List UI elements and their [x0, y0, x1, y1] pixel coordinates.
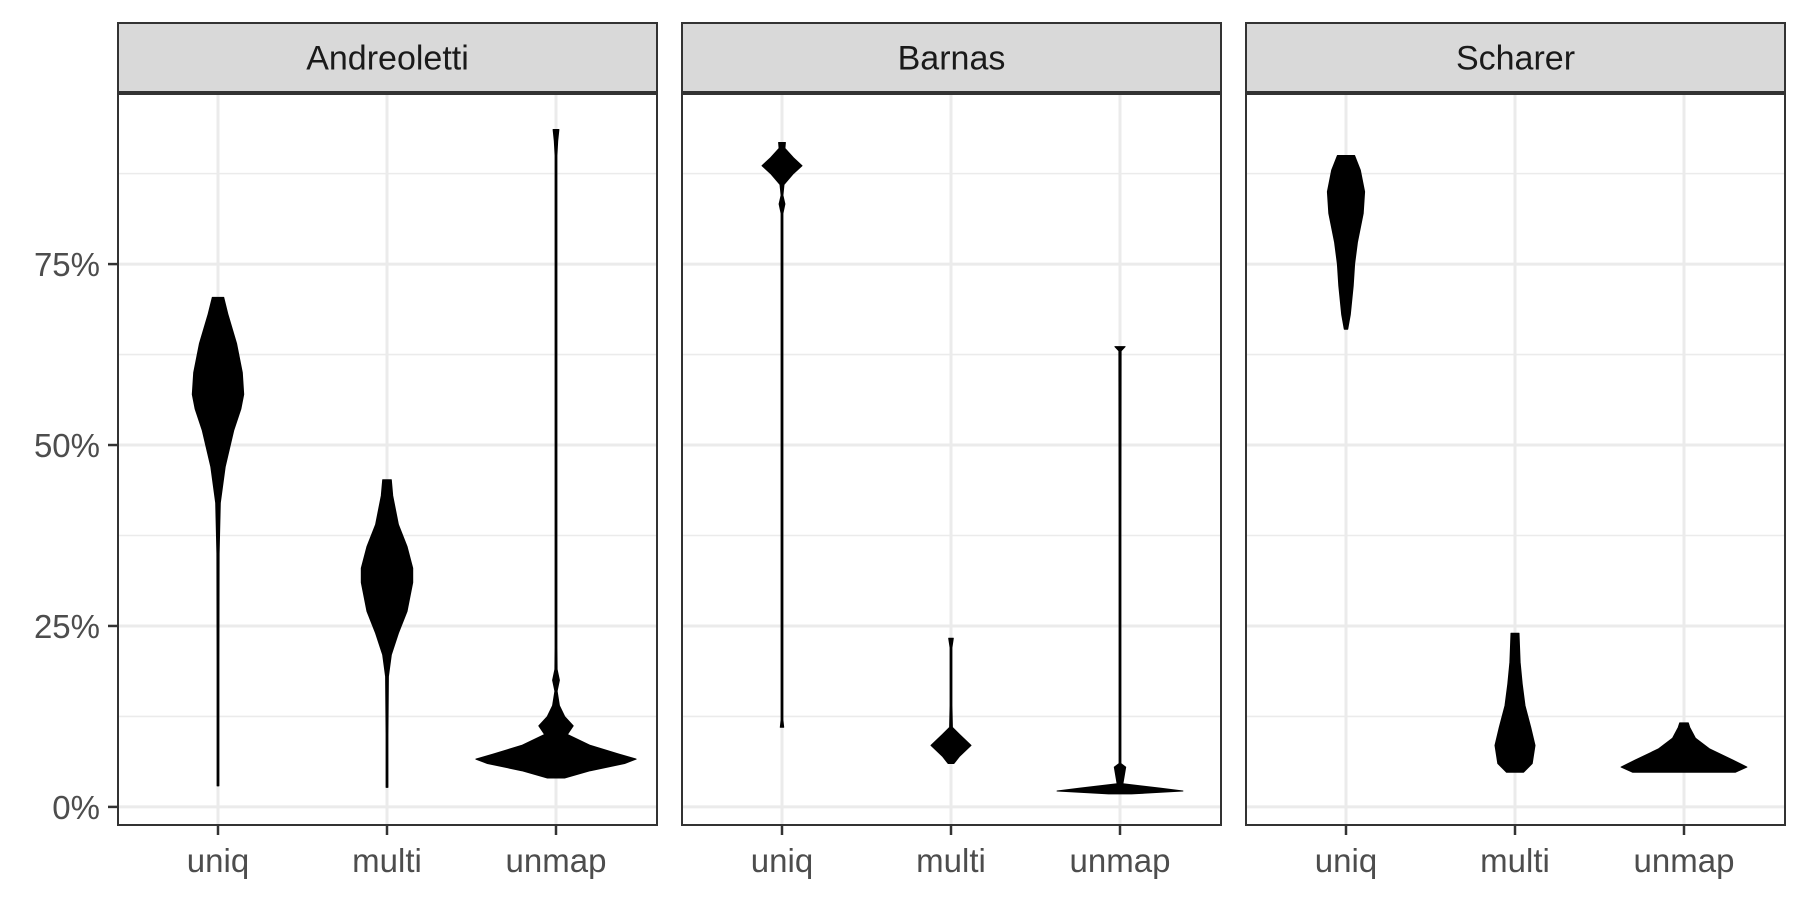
- violin-andreoletti-uniq: [191, 296, 245, 787]
- strip-label-scharer: Scharer: [1456, 40, 1575, 78]
- x-tick-label-unmap: unmap: [1070, 842, 1171, 879]
- x-tick-label-uniq: uniq: [751, 842, 813, 879]
- x-tick-label-unmap: unmap: [506, 842, 607, 879]
- violins: [191, 129, 1748, 795]
- violin-scharer-uniq: [1326, 155, 1366, 330]
- x-axis: uniq multi unmap uniq multi unmap uniq multi unm…: [187, 826, 1735, 879]
- violin-scharer-multi: [1494, 632, 1536, 773]
- panel-border-barnas: [681, 93, 1222, 826]
- violin-andreoletti-unmap: [475, 129, 637, 779]
- violin-andreoletti-multi: [360, 479, 414, 788]
- strip-barnas: [681, 22, 1222, 93]
- y-tick-label: 25%: [34, 608, 100, 645]
- y-tick-label: 75%: [34, 246, 100, 283]
- strip-label-andreoletti: Andreoletti: [306, 40, 469, 78]
- x-tick-label-uniq: uniq: [187, 842, 249, 879]
- strip-scharer: [1245, 22, 1786, 93]
- violin-barnas-multi: [930, 637, 972, 764]
- y-axis: 0% 25% 50% 75%: [34, 246, 117, 826]
- violin-scharer-unmap: [1620, 722, 1748, 773]
- violin-barnas-uniq: [761, 142, 803, 728]
- x-tick-label-multi: multi: [1480, 842, 1550, 879]
- y-tick-label: 0%: [52, 789, 100, 826]
- x-tick-label-multi: multi: [352, 842, 422, 879]
- x-tick-label-unmap: unmap: [1634, 842, 1735, 879]
- facet-strips: Andreoletti Barnas Scharer: [117, 22, 1786, 93]
- x-tick-label-multi: multi: [916, 842, 986, 879]
- strip-label-barnas: Barnas: [898, 40, 1006, 78]
- panel-borders: [117, 93, 1786, 826]
- violin-barnas-unmap: [1056, 346, 1184, 795]
- x-tick-label-uniq: uniq: [1315, 842, 1377, 879]
- panel-border-scharer: [1245, 93, 1786, 826]
- y-tick-label: 50%: [34, 427, 100, 464]
- strip-andreoletti: [117, 22, 658, 93]
- panel-border-andreoletti: [117, 93, 658, 826]
